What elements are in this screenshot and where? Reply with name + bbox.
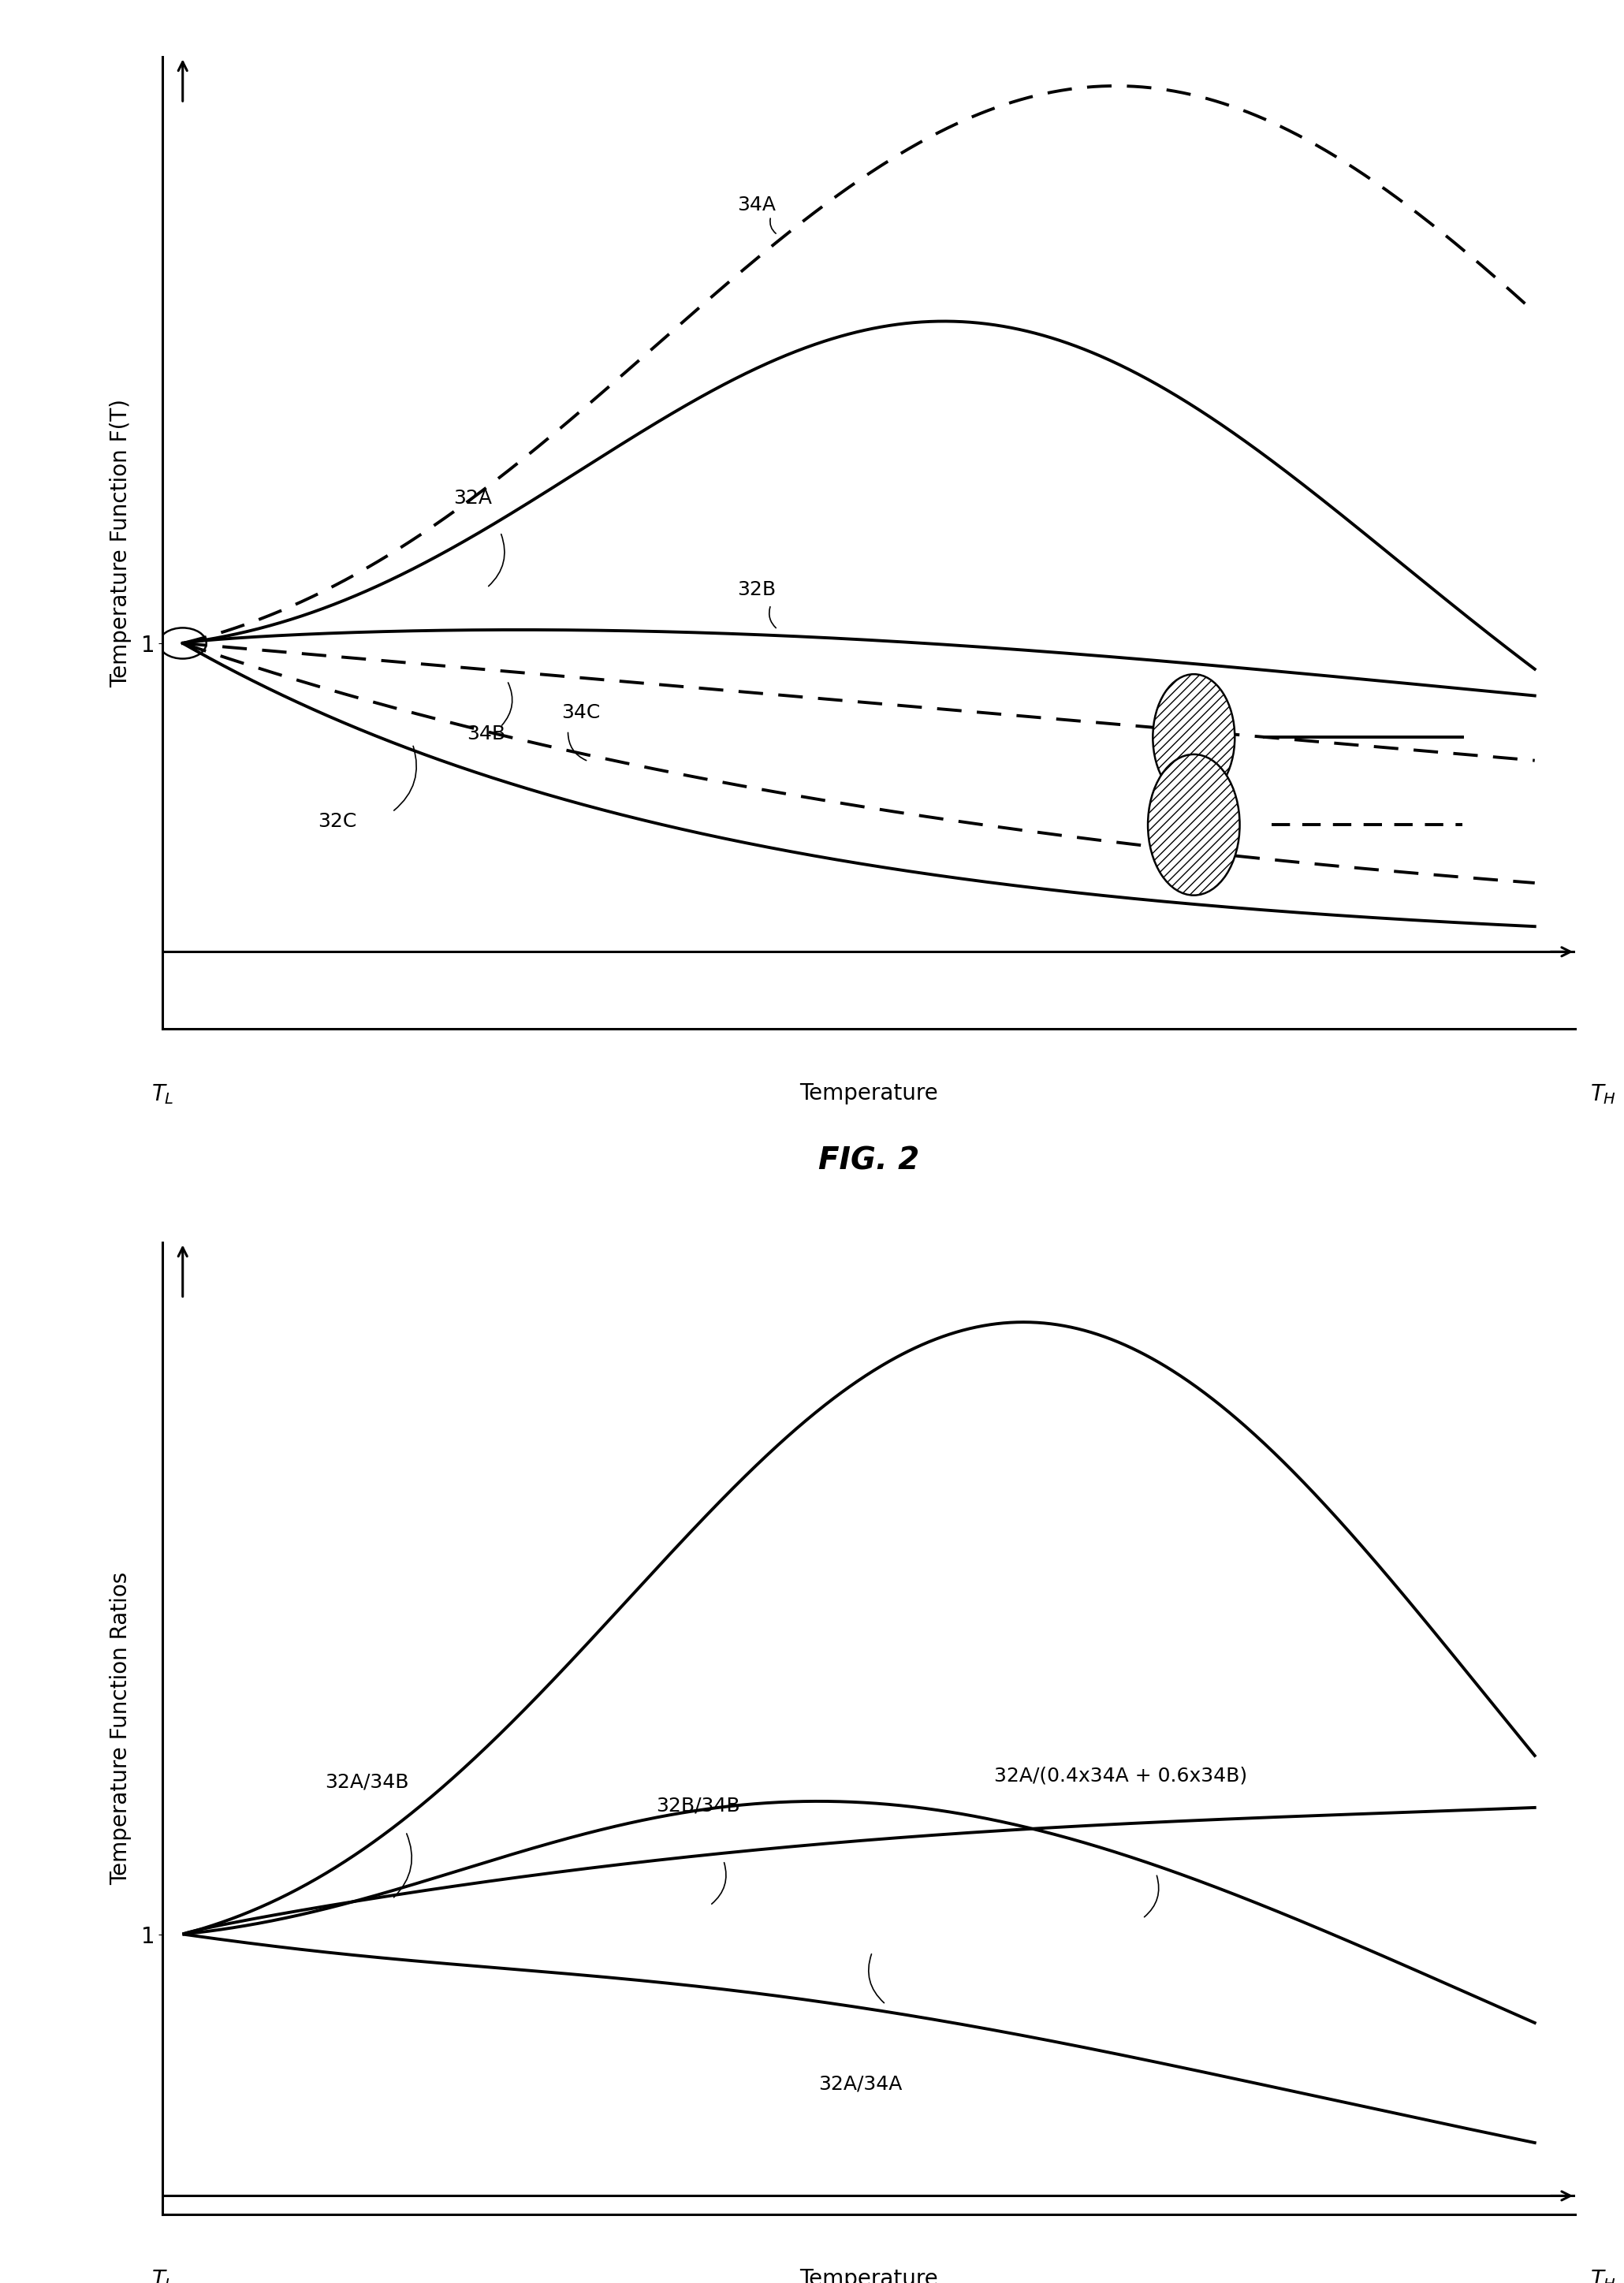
- Text: 34A: 34A: [737, 194, 776, 215]
- Ellipse shape: [1148, 753, 1239, 895]
- Text: $T_L$: $T_L$: [151, 2267, 174, 2283]
- Text: 32C: 32C: [318, 813, 357, 831]
- Text: FIG. 2: FIG. 2: [818, 1146, 919, 1176]
- Text: 32A/(0.4x34A + 0.6x34B): 32A/(0.4x34A + 0.6x34B): [994, 1767, 1247, 1785]
- Text: 34C: 34C: [562, 703, 601, 721]
- Text: $T_H$: $T_H$: [1590, 2267, 1616, 2283]
- Text: 34B: 34B: [466, 724, 505, 744]
- Text: 32B: 32B: [737, 580, 776, 600]
- Text: Temperature: Temperature: [799, 1082, 939, 1105]
- Text: Temperature: Temperature: [799, 2267, 939, 2283]
- Y-axis label: Temperature Function Ratios: Temperature Function Ratios: [110, 1573, 132, 1886]
- Text: 32A/34B: 32A/34B: [325, 1772, 409, 1792]
- Ellipse shape: [1153, 673, 1234, 801]
- Text: 32A: 32A: [453, 489, 492, 507]
- Text: $T_L$: $T_L$: [151, 1082, 174, 1105]
- Text: 32B/34B: 32B/34B: [656, 1797, 741, 1815]
- Text: $T_H$: $T_H$: [1590, 1082, 1616, 1105]
- Text: 32A/34A: 32A/34A: [818, 2075, 901, 2094]
- Y-axis label: Temperature Function F(T): Temperature Function F(T): [110, 400, 132, 687]
